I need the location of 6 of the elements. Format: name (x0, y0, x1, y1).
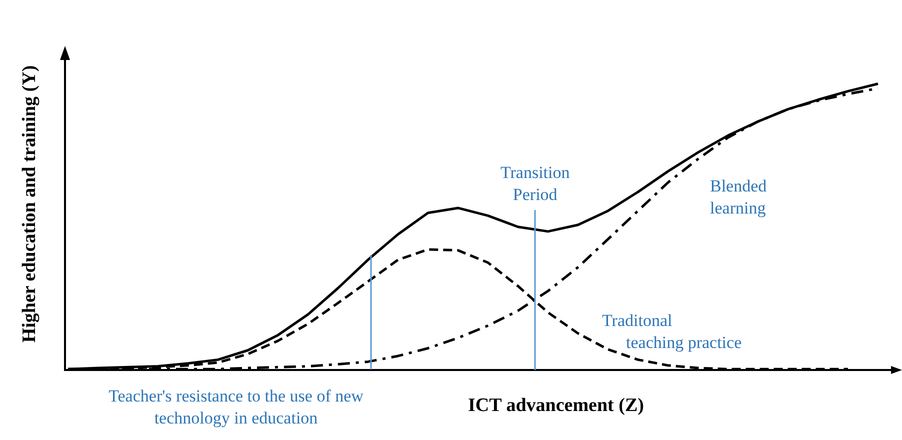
series-label: Blended learning (710, 176, 768, 218)
series-label: Traditonal teaching practice (602, 310, 742, 352)
text: Teacher's resistance to the use of new technology in education (108, 386, 364, 428)
y-axis-title: Higher education and training (Y) (18, 65, 40, 343)
x-axis-title: ICT advancement (Z) (468, 394, 644, 416)
annotation: Transition Period (500, 163, 570, 204)
